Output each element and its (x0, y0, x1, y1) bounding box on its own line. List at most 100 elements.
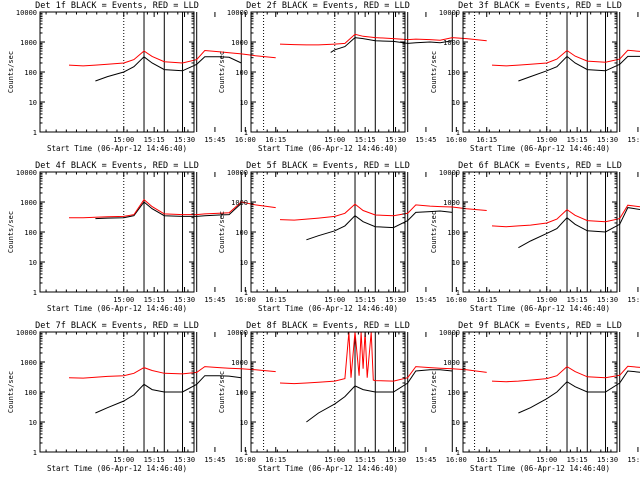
events-series-line (518, 55, 640, 82)
y-tick-label: 10000 (16, 9, 37, 17)
y-tick-label: 100 (447, 229, 460, 237)
plot-frame (462, 11, 618, 133)
panel-title: Det 9f BLACK = Events, RED = LLD (458, 321, 622, 331)
panel-title: Det 2f BLACK = Events, RED = LLD (246, 1, 410, 11)
x-tick-label: 15:00 (536, 136, 557, 144)
detector-panel-4: Det 4f BLACK = Events, RED = LLD 1 10 100 10… (7, 161, 286, 313)
x-tick-label: 15:00 (113, 296, 134, 304)
y-tick-label: 1 (244, 289, 248, 297)
y-tick-label: 100 (235, 229, 248, 237)
y-tick-label: 10 (29, 419, 37, 427)
x-tick-label: 15:45 (204, 456, 225, 464)
x-tick-label: 15:00 (324, 456, 345, 464)
x-tick-label: 15:30 (174, 296, 195, 304)
events-series-line (330, 37, 453, 53)
x-tick-label: 15:15 (355, 296, 376, 304)
y-axis-label: Counts/sec (218, 371, 226, 413)
y-axis-label: Counts/sec (430, 211, 438, 253)
lld-series-line (68, 366, 276, 379)
x-axis-label: Start Time (06-Apr-12 14:46:40) (47, 464, 187, 473)
x-tick-label: 15:15 (355, 456, 376, 464)
x-tick-label: 15:45 (627, 136, 640, 144)
y-tick-label: 1000 (231, 359, 248, 367)
x-axis-label: Start Time (06-Apr-12 14:46:40) (258, 464, 398, 473)
x-tick-label: 15:30 (385, 456, 406, 464)
x-tick-label: 16:15 (265, 296, 286, 304)
x-tick-label: 16:00 (446, 136, 467, 144)
x-tick-label: 15:30 (385, 136, 406, 144)
panel-title: Det 5f BLACK = Events, RED = LLD (246, 161, 410, 171)
x-tick-label: 15:00 (324, 296, 345, 304)
lld-series-line (279, 33, 487, 46)
y-tick-label: 10 (452, 419, 460, 427)
y-tick-label: 10000 (439, 9, 460, 17)
lld-series-line (491, 49, 640, 67)
x-tick-label: 15:45 (415, 456, 436, 464)
x-tick-label: 15:45 (204, 296, 225, 304)
lld-series-line (491, 204, 640, 228)
detector-panel-7: Det 7f BLACK = Events, RED = LLD 1 10 100 10… (7, 321, 286, 473)
y-tick-label: 10000 (439, 169, 460, 177)
x-axis-label: Start Time (06-Apr-12 14:46:40) (470, 144, 610, 153)
y-tick-label: 1 (33, 129, 37, 137)
y-tick-label: 100 (447, 389, 460, 397)
y-tick-label: 1 (33, 289, 37, 297)
x-tick-label: 15:45 (415, 296, 436, 304)
y-tick-label: 1 (456, 449, 460, 457)
x-tick-label: 15:00 (113, 136, 134, 144)
events-series-line (95, 201, 242, 220)
detector-panel-1: Det 1f BLACK = Events, RED = LLD 1 10 100 10… (7, 1, 286, 153)
y-tick-label: 100 (235, 69, 248, 77)
y-tick-label: 100 (24, 229, 37, 237)
x-tick-label: 15:15 (567, 296, 588, 304)
x-tick-label: 15:45 (627, 296, 640, 304)
x-tick-label: 15:30 (385, 296, 406, 304)
panel-title: Det 6f BLACK = Events, RED = LLD (458, 161, 622, 171)
y-tick-label: 10000 (227, 329, 248, 337)
events-series-line (306, 369, 453, 423)
y-tick-label: 10000 (439, 329, 460, 337)
plot-frame (39, 11, 195, 133)
x-tick-label: 15:00 (113, 456, 134, 464)
x-tick-label: 15:15 (355, 136, 376, 144)
y-tick-label: 1000 (20, 39, 37, 47)
x-tick-label: 15:45 (627, 456, 640, 464)
y-axis-label: Counts/sec (218, 211, 226, 253)
x-tick-label: 15:15 (144, 136, 165, 144)
lld-series-line (68, 49, 276, 67)
x-tick-label: 16:00 (446, 296, 467, 304)
y-tick-label: 1000 (20, 199, 37, 207)
y-tick-label: 10 (452, 99, 460, 107)
plot-frame (250, 11, 406, 133)
y-tick-label: 1 (33, 449, 37, 457)
panel-title: Det 3f BLACK = Events, RED = LLD (458, 1, 622, 11)
x-axis-label: Start Time (06-Apr-12 14:46:40) (47, 304, 187, 313)
plot-frame (462, 171, 618, 293)
plot-frame (39, 171, 195, 293)
x-axis-label: Start Time (06-Apr-12 14:46:40) (258, 144, 398, 153)
x-tick-label: 16:15 (476, 136, 497, 144)
y-tick-label: 1000 (443, 199, 460, 207)
y-tick-label: 10 (240, 419, 248, 427)
y-tick-label: 1 (456, 129, 460, 137)
events-series-line (95, 56, 242, 82)
detector-panel-5: Det 5f BLACK = Events, RED = LLD 1 10 100 10… (218, 161, 497, 313)
y-tick-label: 1000 (443, 359, 460, 367)
y-axis-label: Counts/sec (430, 371, 438, 413)
x-tick-label: 15:30 (174, 456, 195, 464)
x-tick-label: 16:00 (235, 456, 256, 464)
y-tick-label: 10 (29, 99, 37, 107)
y-tick-label: 1 (244, 129, 248, 137)
panel-title: Det 8f BLACK = Events, RED = LLD (246, 321, 410, 331)
y-tick-label: 10000 (227, 9, 248, 17)
lld-series-line (279, 331, 487, 385)
panel-title: Det 1f BLACK = Events, RED = LLD (35, 1, 199, 11)
events-series-line (518, 370, 640, 414)
detector-panel-2: Det 2f BLACK = Events, RED = LLD 1 10 100 10… (218, 1, 497, 153)
panel-title: Det 7f BLACK = Events, RED = LLD (35, 321, 199, 331)
y-tick-label: 100 (447, 69, 460, 77)
x-tick-label: 16:00 (235, 296, 256, 304)
x-axis-label: Start Time (06-Apr-12 14:46:40) (258, 304, 398, 313)
x-tick-label: 15:00 (536, 296, 557, 304)
y-tick-label: 1 (244, 449, 248, 457)
